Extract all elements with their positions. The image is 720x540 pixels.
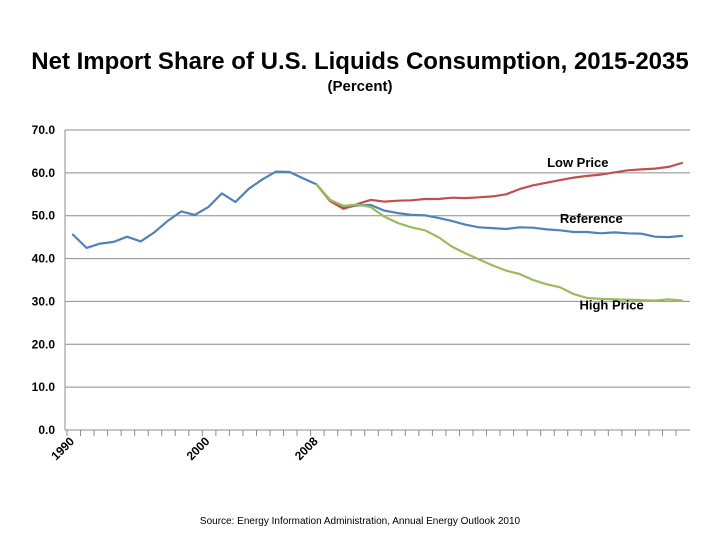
series-label: High Price: [579, 297, 643, 312]
y-tick-label: 40.0: [32, 252, 56, 266]
y-tick-label: 30.0: [32, 294, 56, 308]
y-tick-label: 60.0: [32, 166, 56, 180]
series-lines: [71, 161, 684, 302]
y-tick-label: 70.0: [32, 123, 56, 137]
series-label: Reference: [560, 211, 623, 226]
chart-title: Net Import Share of U.S. Liquids Consump…: [31, 48, 689, 75]
gridlines: [65, 129, 690, 388]
x-tick-label: 2008: [292, 434, 321, 463]
y-tick-label: 50.0: [32, 209, 56, 223]
x-tick-label: 2000: [184, 434, 213, 463]
y-tick-label: 10.0: [32, 380, 56, 394]
series-line-low-price: [315, 161, 684, 210]
x-tick-label: 1990: [48, 434, 77, 463]
axes: 0.0 10.0 20.0 30.0 40.0 50.0 60.0 70.0 1990 2000 2…: [32, 123, 690, 463]
series-line-high-price: [315, 183, 684, 302]
y-tick-label: 0.0: [38, 423, 55, 437]
series-label: Low Price: [547, 155, 608, 170]
source-note: Source: Energy Information Administratio…: [199, 516, 521, 527]
chart-subtitle: (Percent): [327, 78, 393, 95]
series-labels: Reference Low Price High Price: [547, 155, 644, 312]
series-line-reference: [71, 170, 684, 249]
y-tick-label: 20.0: [32, 337, 56, 351]
